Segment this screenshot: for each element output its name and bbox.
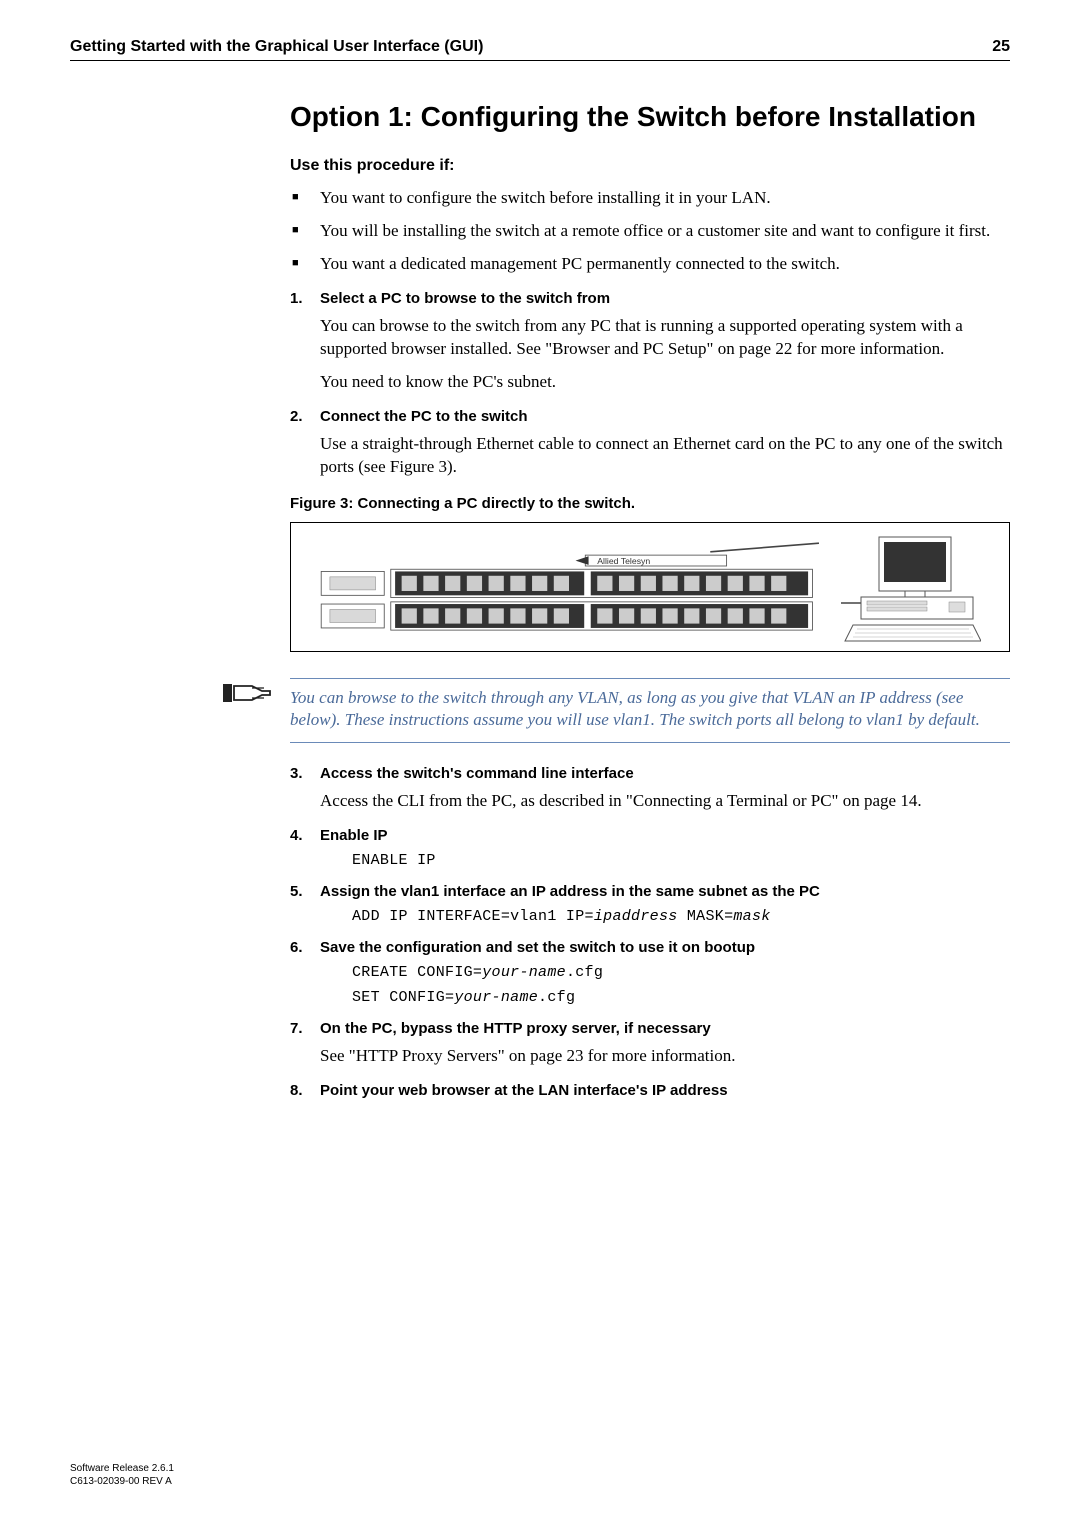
step-heading: 3. Access the switch's command line inte… (290, 765, 1010, 782)
step-number: 8. (290, 1082, 306, 1099)
step-title: Enable IP (320, 827, 388, 844)
step-number: 6. (290, 939, 306, 956)
step-heading: 1. Select a PC to browse to the switch f… (290, 290, 1010, 307)
footer-docid: C613-02039-00 REV A (70, 1475, 174, 1488)
hand-pointer-icon (222, 678, 272, 708)
step-title: On the PC, bypass the HTTP proxy server,… (320, 1020, 711, 1037)
step-title: Point your web browser at the LAN interf… (320, 1082, 728, 1099)
step-heading: 2. Connect the PC to the switch (290, 408, 1010, 425)
page-header: Getting Started with the Graphical User … (70, 38, 1010, 61)
header-page-number: 25 (992, 38, 1010, 56)
bullet-item: You want to configure the switch before … (290, 187, 1010, 210)
note-callout: You can browse to the switch through any… (222, 678, 1010, 744)
step-title: Select a PC to browse to the switch from (320, 290, 610, 307)
use-if-label: Use this procedure if: (290, 157, 1010, 175)
pc-diagram-icon (841, 535, 981, 645)
step-number: 4. (290, 827, 306, 844)
figure-box: Allied Telesyn (290, 522, 1010, 652)
step-heading: 8. Point your web browser at the LAN int… (290, 1082, 1010, 1099)
content-column: Option 1: Configuring the Switch before … (290, 101, 1010, 1099)
step-number: 2. (290, 408, 306, 425)
code-line: ADD IP INTERFACE=vlan1 IP=ipaddress MASK… (352, 908, 1010, 925)
step-heading: 5. Assign the vlan1 interface an IP addr… (290, 883, 1010, 900)
step-heading: 7. On the PC, bypass the HTTP proxy serv… (290, 1020, 1010, 1037)
code-line: CREATE CONFIG=your-name.cfg (352, 964, 1010, 981)
step-number: 3. (290, 765, 306, 782)
step-number: 7. (290, 1020, 306, 1037)
figure-caption: Figure 3: Connecting a PC directly to th… (290, 495, 1010, 512)
section-heading: Option 1: Configuring the Switch before … (290, 101, 1010, 133)
page-footer: Software Release 2.6.1 C613-02039-00 REV… (70, 1462, 174, 1488)
body-text: See "HTTP Proxy Servers" on page 23 for … (320, 1045, 1010, 1068)
body-text: You need to know the PC's subnet. (320, 371, 1010, 394)
body-text: You can browse to the switch from any PC… (320, 315, 1010, 361)
step-heading: 4. Enable IP (290, 827, 1010, 844)
step-title: Access the switch's command line interfa… (320, 765, 634, 782)
step-number: 1. (290, 290, 306, 307)
note-text: You can browse to the switch through any… (290, 678, 1010, 744)
body-text: Use a straight-through Ethernet cable to… (320, 433, 1010, 479)
step-heading: 6. Save the configuration and set the sw… (290, 939, 1010, 956)
header-title: Getting Started with the Graphical User … (70, 38, 483, 56)
body-text: Access the CLI from the PC, as described… (320, 790, 1010, 813)
bullet-item: You want a dedicated management PC perma… (290, 253, 1010, 276)
switch-brand-label: Allied Telesyn (597, 555, 650, 565)
bullet-item: You will be installing the switch at a r… (290, 220, 1010, 243)
step-title: Connect the PC to the switch (320, 408, 528, 425)
bullet-list: You want to configure the switch before … (290, 187, 1010, 276)
switch-diagram-icon: Allied Telesyn (319, 541, 819, 639)
code-line: SET CONFIG=your-name.cfg (352, 989, 1010, 1006)
step-title: Save the configuration and set the switc… (320, 939, 755, 956)
footer-release: Software Release 2.6.1 (70, 1462, 174, 1475)
step-title: Assign the vlan1 interface an IP address… (320, 883, 820, 900)
step-number: 5. (290, 883, 306, 900)
code-line: ENABLE IP (352, 852, 1010, 869)
